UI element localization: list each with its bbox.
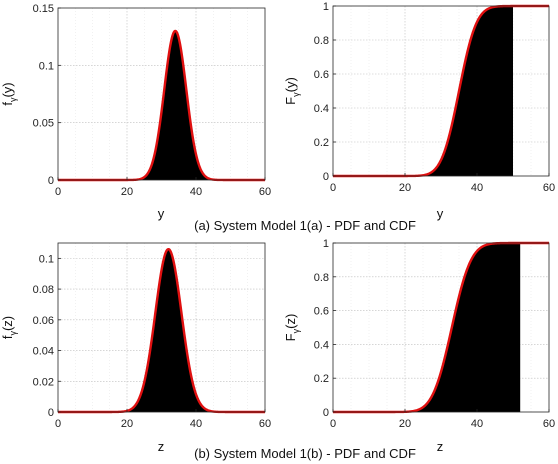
chart-pdf-a: 0 20 40 60 0 0.05 0.1 0.15 y fγ(y)	[0, 3, 271, 221]
shaded-area	[333, 6, 513, 177]
y-tick-label: 0.1	[39, 60, 54, 72]
y-tick-label: 1	[323, 238, 329, 250]
shaded-area	[58, 249, 265, 412]
y-tick-label: 0	[323, 171, 329, 183]
y-tick-label: 0.05	[33, 118, 54, 130]
axes-frame	[57, 242, 266, 413]
y-tick-label: 0.15	[33, 3, 54, 15]
y-tick-label: 0.1	[39, 253, 54, 265]
axes-frame	[332, 242, 550, 413]
x-axis-label: y	[437, 206, 444, 221]
y-tick-label: 0.06	[33, 315, 54, 327]
caption-b: (b) System Model 1(b) - PDF and CDF	[194, 446, 416, 461]
y-tick-label: 0	[48, 407, 54, 419]
y-tick-label: 0	[48, 175, 54, 187]
shaded-area	[333, 243, 521, 412]
x-tick-label: 60	[543, 418, 555, 430]
y-tick-label: 0.08	[33, 284, 54, 296]
y-tick-label: 0.2	[314, 373, 329, 385]
x-tick-label: 40	[190, 186, 202, 198]
x-tick-label: 20	[121, 418, 133, 430]
y-axis-label: Fγ(z)	[283, 314, 301, 342]
x-tick-label: 20	[399, 418, 411, 430]
y-tick-label: 0	[323, 407, 329, 419]
x-tick-label: 0	[330, 418, 336, 430]
y-tick-label: 0.02	[33, 376, 54, 388]
x-tick-label: 0	[55, 186, 61, 198]
x-axis-label: y	[158, 206, 165, 221]
y-tick-label: 0.4	[314, 103, 329, 115]
chart-cdf-b: 0 20 40 60 0 0.2 0.4 0.6 0.8 1 z Fγ(z)	[283, 238, 555, 454]
axes-frame	[57, 7, 266, 181]
x-tick-label: 40	[471, 182, 483, 194]
y-tick-label: 0.6	[314, 69, 329, 81]
x-tick-label: 0	[55, 418, 61, 430]
y-tick-label: 0.2	[314, 137, 329, 149]
y-tick-label: 0.4	[314, 339, 329, 351]
caption-a: (a) System Model 1(a) - PDF and CDF	[194, 218, 416, 233]
x-tick-label: 20	[399, 182, 411, 194]
y-axis-label: fγ(y)	[0, 82, 18, 105]
y-tick-label: 0.8	[314, 272, 329, 284]
x-axis-label: z	[437, 439, 444, 454]
x-tick-label: 40	[471, 418, 483, 430]
x-axis-label: z	[158, 439, 165, 454]
y-tick-label: 0.04	[33, 346, 54, 358]
shaded-area	[58, 30, 265, 181]
x-tick-label: 0	[330, 182, 336, 194]
y-axis-label: fγ(z)	[0, 316, 18, 339]
x-tick-label: 60	[259, 186, 271, 198]
y-axis-label: Fγ(y)	[283, 77, 301, 105]
x-tick-label: 40	[190, 418, 202, 430]
y-tick-label: 0.6	[314, 306, 329, 318]
y-tick-label: 1	[323, 1, 329, 13]
chart-cdf-a: 0 20 40 60 0 0.2 0.4 0.6 0.8 1 y Fγ(y)	[283, 1, 555, 221]
chart-pdf-b: 0 20 40 60 0 0.02 0.04 0.06 0.08 0.1 z fγ(z)	[0, 242, 271, 454]
axes-frame	[332, 5, 550, 177]
x-tick-label: 60	[259, 418, 271, 430]
x-tick-label: 20	[121, 186, 133, 198]
x-tick-label: 60	[543, 182, 555, 194]
y-tick-label: 0.8	[314, 35, 329, 47]
